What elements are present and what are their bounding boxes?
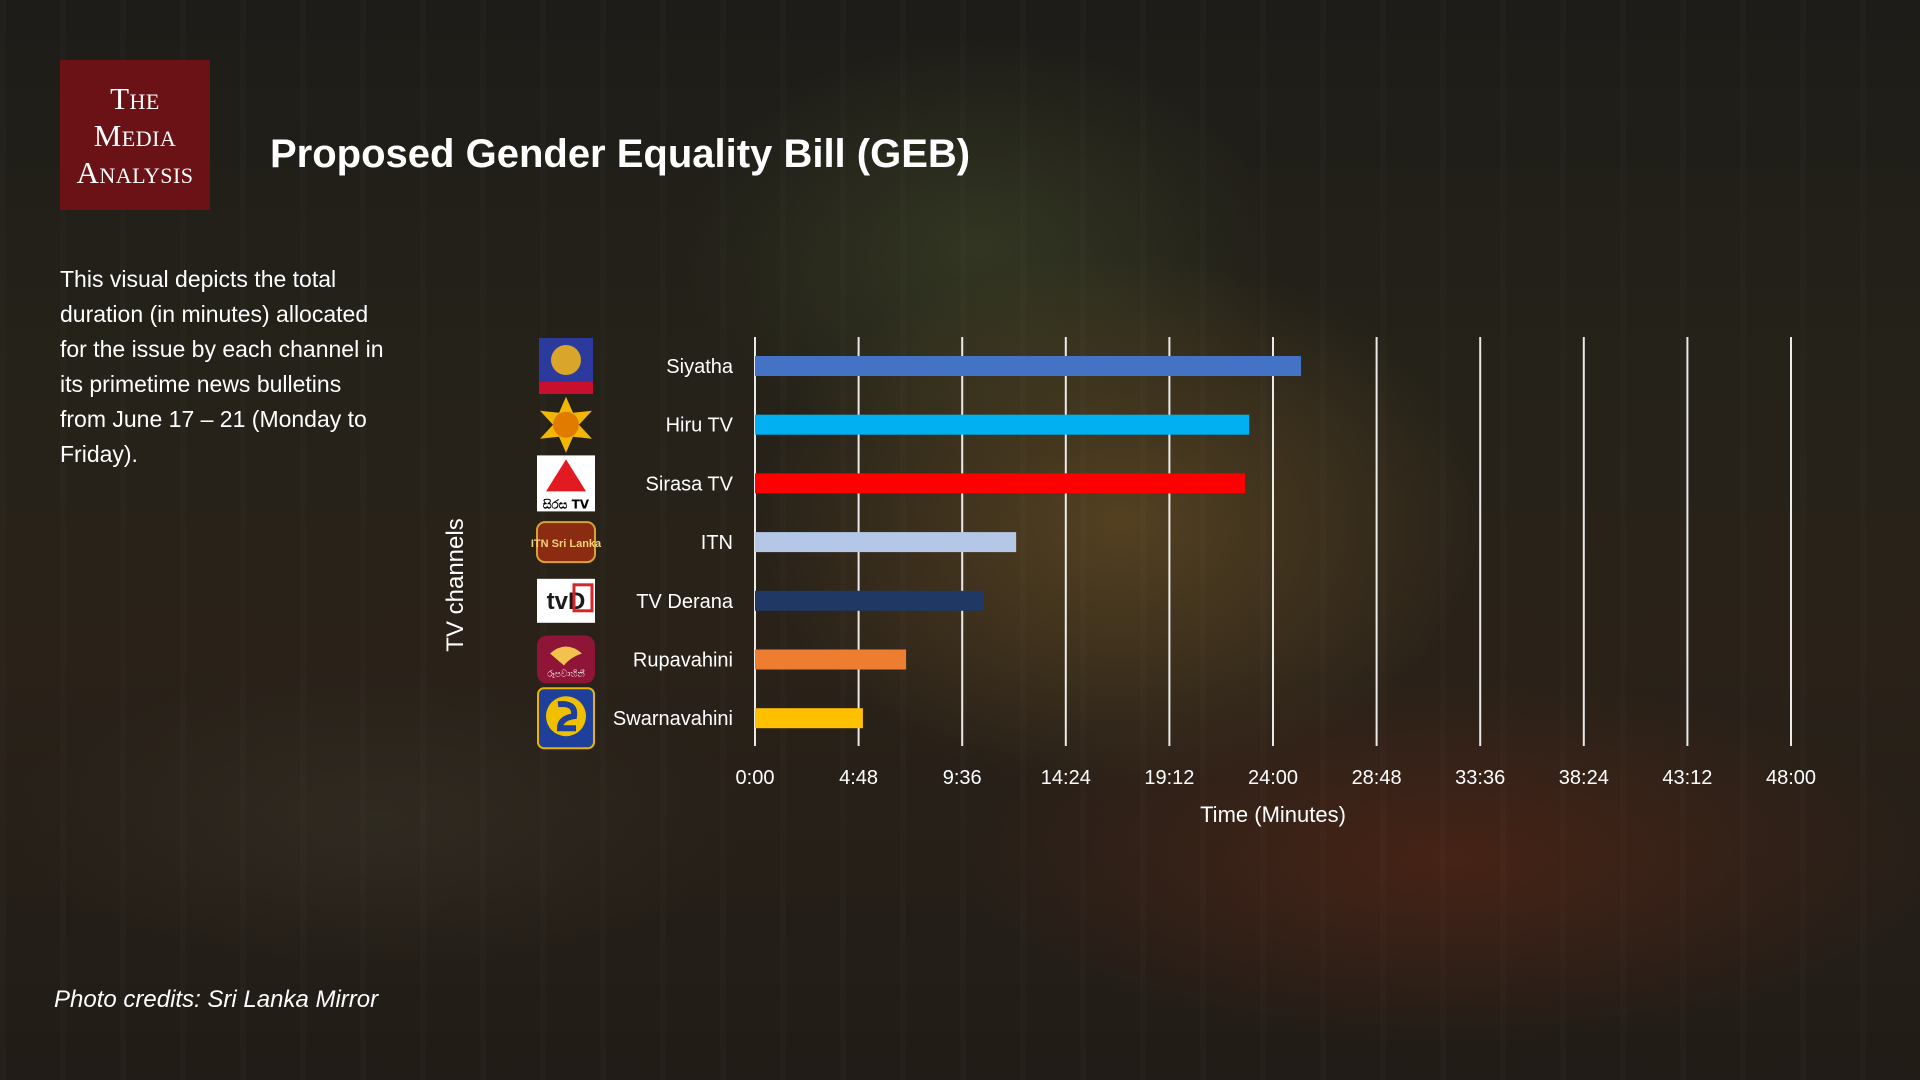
x-tick-label: 14:24: [1041, 767, 1091, 789]
logo-text: සිරස TV: [543, 497, 590, 511]
category-label: Swarnavahini: [613, 708, 733, 730]
media-analysis-logo: The Media Analysis: [60, 60, 210, 210]
tv-derana-logo-icon: tvD: [537, 578, 595, 623]
bar-siyatha: [755, 356, 1302, 376]
sun-core: [553, 411, 579, 438]
bar-swarnavahini: [755, 708, 863, 729]
category-label: Siyatha: [666, 356, 734, 378]
s-emblem: [556, 700, 578, 732]
bars: [755, 356, 1302, 729]
x-tick-label: 4:48: [839, 767, 878, 789]
photo-credits: Photo credits: Sri Lanka Mirror: [54, 986, 379, 1013]
logo-strip: [539, 382, 593, 394]
y-axis-label: TV channels: [442, 518, 469, 651]
x-tick-label: 19:12: [1144, 767, 1194, 789]
channel-logos: සිරස TV ITN Sri Lanka tvD රූපවාහිනී: [531, 338, 602, 750]
logo-text: රූපවාහිනී: [547, 669, 585, 680]
siyatha-logo-icon: [539, 338, 593, 394]
category-label: ITN: [701, 532, 733, 554]
red-triangle: [546, 459, 586, 492]
lion-emblem: [551, 345, 581, 375]
category-label: Rupavahini: [633, 650, 733, 672]
x-tick-label: 24:00: [1248, 767, 1298, 789]
bar-sirasa-tv: [755, 473, 1245, 494]
bar-hiru-tv: [755, 414, 1250, 435]
x-tick-label: 0:00: [736, 767, 775, 789]
x-tick-label: 28:48: [1352, 767, 1402, 789]
logo-text: ITN Sri Lanka: [531, 538, 602, 550]
category-label: TV Derana: [636, 591, 734, 613]
logo-line-3: Analysis: [76, 154, 194, 190]
x-tick-label: 43:12: [1662, 767, 1712, 789]
category-label: Hiru TV: [666, 415, 734, 437]
page-title: Proposed Gender Equality Bill (GEB): [270, 132, 971, 176]
x-tick-label: 9:36: [943, 767, 982, 789]
description-text: This visual depicts the total duration (…: [60, 266, 384, 467]
swarnavahini-logo-icon: [537, 687, 595, 750]
x-tick-label: 33:36: [1455, 767, 1505, 789]
logo-line-2: Media: [93, 117, 177, 153]
itn-logo-icon: ITN Sri Lanka: [531, 521, 602, 564]
bar-rupavahini: [755, 649, 907, 670]
swan-emblem: [550, 646, 582, 666]
hiru-tv-logo-icon: [540, 396, 592, 453]
bar-itn: [755, 532, 1017, 553]
category-label: Sirasa TV: [646, 473, 734, 495]
bar-tv-derana: [755, 590, 984, 611]
sirasa-tv-logo-icon: සිරස TV: [537, 455, 595, 512]
logo-bg: [536, 521, 596, 564]
x-tick-label: 38:24: [1559, 767, 1609, 789]
labels: 0:00 4:48 9:36 14:24 19:12 24:00 28:48 33:36 38:…: [442, 356, 1816, 827]
x-tick-label: 48:00: [1766, 767, 1816, 789]
logo-line-1: The: [110, 80, 160, 116]
rupavahini-logo-icon: රූපවාහිනී: [537, 635, 595, 684]
x-axis-label: Time (Minutes): [1200, 802, 1346, 827]
logo-accent: [572, 583, 594, 613]
